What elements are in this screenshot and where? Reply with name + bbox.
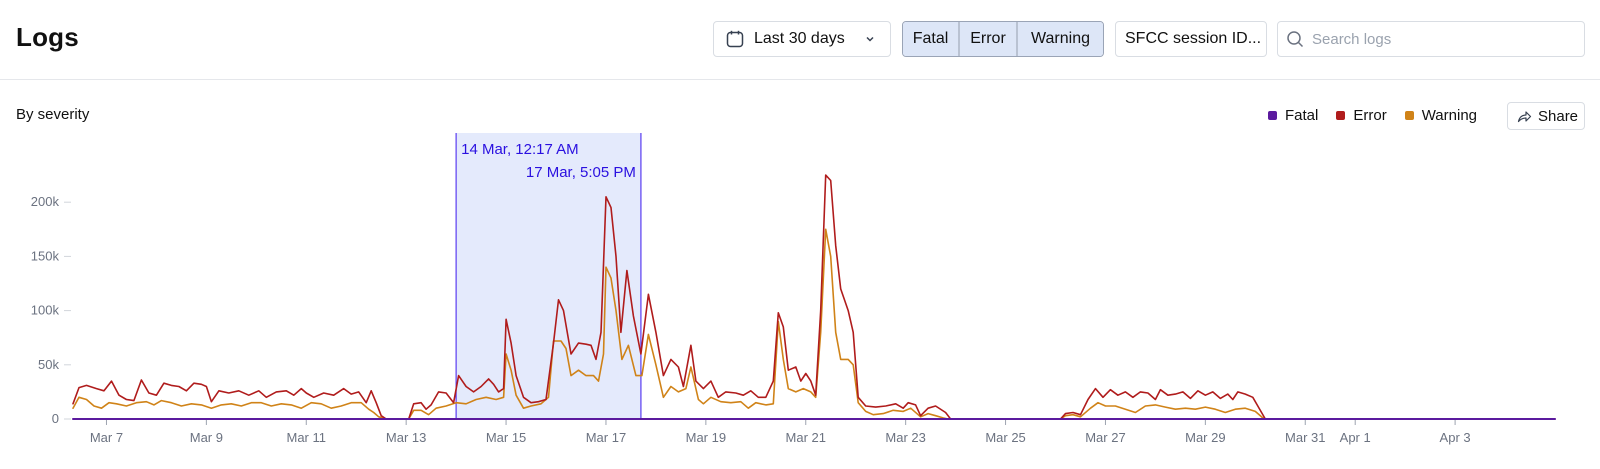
- legend-label-fatal: Fatal: [1285, 107, 1319, 124]
- chart-section-title: By severity: [16, 106, 90, 123]
- x-tick-label: Mar 23: [885, 430, 925, 445]
- share-icon: [1517, 110, 1532, 122]
- y-tick-label: 100k: [31, 303, 60, 318]
- filter-warning-button[interactable]: Warning: [1018, 22, 1103, 56]
- page-header: Logs Last 30 days Fatal Error Warning SF…: [0, 0, 1600, 80]
- x-tick-label: Mar 29: [1185, 430, 1225, 445]
- x-tick-label: Mar 11: [287, 430, 327, 445]
- x-tick-label: Mar 27: [1085, 430, 1125, 445]
- x-tick-label: Mar 25: [985, 430, 1025, 445]
- legend-item-warning[interactable]: Warning: [1404, 107, 1478, 124]
- search-input[interactable]: [1312, 30, 1572, 48]
- x-tick-label: Apr 3: [1440, 430, 1471, 445]
- legend-swatch-error: [1336, 111, 1346, 120]
- x-tick-label: Mar 21: [786, 430, 826, 445]
- selection-start-label: 14 Mar, 12:17 AM: [461, 141, 579, 158]
- legend-swatch-warning: [1404, 111, 1414, 120]
- series-line-warning: [72, 228, 1556, 420]
- share-label: Share: [1538, 107, 1579, 125]
- x-tick-label: Mar 15: [486, 430, 526, 445]
- date-range-label: Last 30 days: [754, 30, 845, 47]
- series-line-error: [72, 174, 1556, 420]
- date-range-select[interactable]: Last 30 days: [713, 21, 891, 57]
- x-tick-label: Mar 31: [1285, 430, 1325, 445]
- x-tick-label: Mar 13: [386, 430, 426, 445]
- session-id-button[interactable]: SFCC session ID...: [1115, 21, 1267, 57]
- x-tick-label: Mar 7: [90, 430, 123, 445]
- legend-item-error[interactable]: Error: [1336, 107, 1387, 124]
- y-tick-label: 150k: [31, 248, 60, 263]
- x-tick-label: Mar 17: [586, 430, 626, 445]
- share-button[interactable]: Share: [1507, 102, 1585, 130]
- page-title: Logs: [16, 22, 79, 52]
- chart-legend: Fatal Error Warning: [1268, 107, 1477, 124]
- legend-label-warning: Warning: [1421, 107, 1478, 124]
- x-tick-label: Mar 9: [190, 430, 223, 445]
- chevron-down-icon: [866, 36, 874, 42]
- selection-end-label: 17 Mar, 5:05 PM: [526, 164, 636, 181]
- y-tick-label: 0: [52, 411, 59, 426]
- filter-error-button[interactable]: Error: [960, 22, 1018, 56]
- legend-label-error: Error: [1353, 107, 1387, 124]
- x-tick-label: Apr 1: [1340, 430, 1371, 445]
- search-icon: [1287, 31, 1304, 48]
- filter-fatal-button[interactable]: Fatal: [903, 22, 960, 56]
- search-box: [1277, 21, 1585, 57]
- y-tick-label: 200k: [31, 194, 60, 209]
- severity-filter-group: Fatal Error Warning: [902, 21, 1104, 57]
- legend-item-fatal[interactable]: Fatal: [1268, 107, 1318, 124]
- x-tick-label: Mar 19: [686, 430, 726, 445]
- calendar-icon: [726, 30, 744, 48]
- legend-swatch-fatal: [1268, 111, 1277, 120]
- y-tick-label: 50k: [38, 357, 59, 372]
